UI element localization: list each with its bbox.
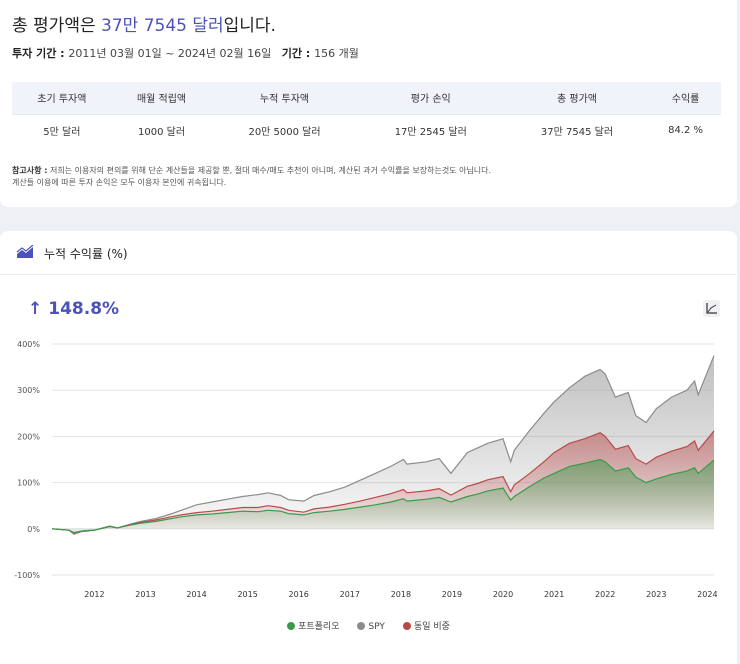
chart-axes-icon xyxy=(706,303,717,314)
series-area xyxy=(52,459,714,533)
summary-value-row: 5만 달러 1000 달러 20만 5000 달러 17만 2545 달러 37… xyxy=(12,113,721,146)
legend-label: 동일 비중 xyxy=(413,622,450,632)
header-cumulative: 누적 투자액 xyxy=(211,82,358,114)
y-tick-label: 300% xyxy=(17,386,40,395)
x-tick-label: 2021 xyxy=(544,590,564,599)
arrow-up-icon: ↑ xyxy=(28,299,43,319)
series-line xyxy=(51,458,715,534)
header-initial: 초기 투자액 xyxy=(12,82,112,114)
disclaimer-note: 참고사항 : 저희는 이용자의 편의를 위해 단순 계산들을 제공할 뿐, 절대… xyxy=(12,166,492,187)
chart-legend: 포트폴리오 SPY 동일 비중 xyxy=(0,619,737,632)
headline: 총 평가액은 37만 7545 달러입니다. xyxy=(12,16,276,36)
legend-dot xyxy=(357,622,366,630)
y-tick-label: 200% xyxy=(17,432,40,441)
total-value: 37만 7545 달러 xyxy=(101,16,224,36)
x-tick-label: 2016 xyxy=(289,590,309,599)
chart-options-button[interactable] xyxy=(703,300,720,317)
legend-item[interactable]: 동일 비중 xyxy=(402,619,450,632)
chart-title: 누적 수익률 (%) xyxy=(44,247,128,261)
return-value: 148.8% xyxy=(48,299,120,319)
chart-card: 누적 수익률 (%) ↑ 148.8% 400% 300% 200% 100% 0% -10… xyxy=(0,231,737,664)
x-tick-label: 2017 xyxy=(340,590,360,599)
x-tick-label: 2022 xyxy=(595,590,615,599)
y-tick-label: -100% xyxy=(14,571,40,580)
value-monthly: 1000 달러 xyxy=(111,113,212,146)
header-total: 총 평가액 xyxy=(503,82,651,114)
cumulative-return: ↑ 148.8% xyxy=(28,299,119,319)
value-total: 37만 7545 달러 xyxy=(503,113,651,146)
x-tick-label: 2013 xyxy=(135,590,155,599)
y-tick-label: 0% xyxy=(27,525,40,534)
summary-table: 초기 투자액 매월 적립액 누적 투자액 평가 손익 총 평가액 수익률 5만 … xyxy=(12,82,721,146)
legend-label: 포트폴리오 xyxy=(298,622,340,632)
legend-item[interactable]: SPY xyxy=(357,622,385,632)
value-profit: 17만 2545 달러 xyxy=(357,113,504,146)
summary-card: 총 평가액은 37만 7545 달러입니다. 투자 기간 : 2011년 03월… xyxy=(0,0,737,207)
header-monthly: 매월 적립액 xyxy=(111,82,212,114)
x-tick-label: 2023 xyxy=(646,590,666,599)
series-line xyxy=(51,430,715,534)
chart-header: 누적 수익률 (%) xyxy=(0,231,737,275)
x-tick-label: 2020 xyxy=(493,590,513,599)
x-tick-label: 2014 xyxy=(186,590,206,599)
y-tick-label: 100% xyxy=(17,479,40,488)
return-chart: 400% 300% 200% 100% 0% -100% 2012 2013 2014 2015 2… xyxy=(14,340,717,599)
investment-period: 투자 기간 : 2011년 03월 01일 ~ 2024년 02월 16일 기간… xyxy=(12,47,359,60)
summary-header-row: 초기 투자액 매월 적립액 누적 투자액 평가 손익 총 평가액 수익률 xyxy=(12,82,721,114)
legend-dot xyxy=(402,622,411,630)
header-profit: 평가 손익 xyxy=(357,82,504,114)
value-initial: 5만 달러 xyxy=(12,113,112,146)
x-tick-label: 2018 xyxy=(391,590,411,599)
x-tick-label: 2019 xyxy=(442,590,462,599)
legend-label: SPY xyxy=(368,622,385,632)
x-tick-label: 2024 xyxy=(697,590,717,599)
x-tick-label: 2012 xyxy=(84,590,104,599)
series-line xyxy=(51,355,715,535)
header-return: 수익률 xyxy=(650,82,721,114)
legend-item[interactable]: 포트폴리오 xyxy=(287,619,339,632)
legend-dot xyxy=(287,622,296,630)
area-trend-icon xyxy=(16,245,34,258)
value-cumulative: 20만 5000 달러 xyxy=(211,113,358,146)
x-tick-label: 2015 xyxy=(237,590,257,599)
value-return: 84.2 % xyxy=(650,113,721,146)
y-tick-label: 400% xyxy=(17,340,40,349)
